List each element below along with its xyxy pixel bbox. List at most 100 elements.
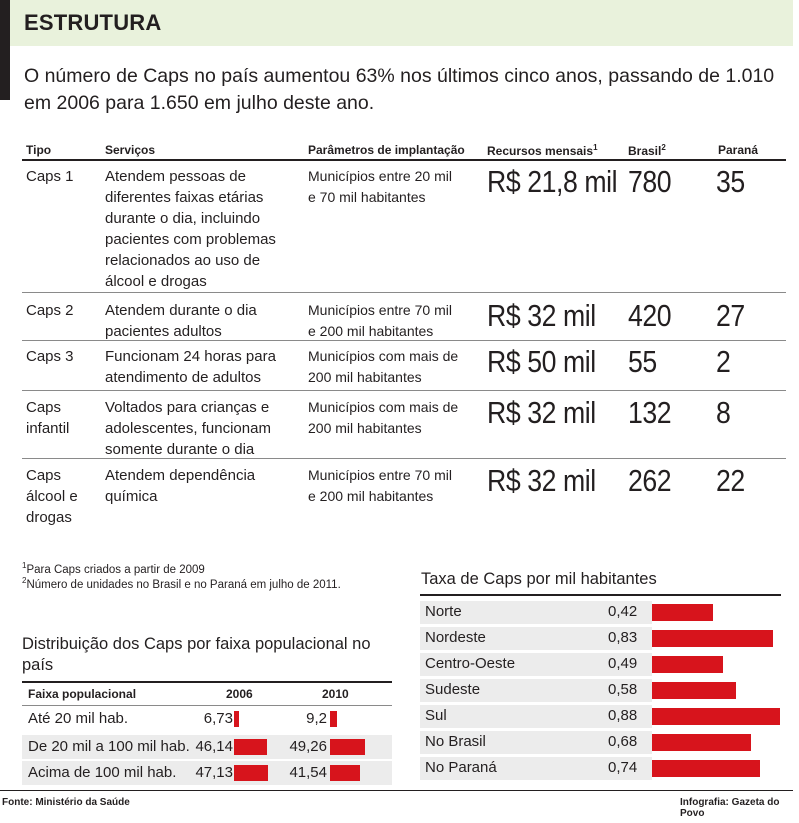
dist-category-label: Acima de 100 mil hab.: [28, 764, 177, 781]
row-type: Caps 1: [26, 168, 74, 185]
footnote-mark: 1: [22, 561, 27, 570]
table-row: No Brasil 0,68: [420, 731, 781, 754]
dist-value-2006: 46,14: [195, 738, 233, 755]
taxa-bar-track: [652, 731, 781, 754]
row-services: atendimento de adultos: [105, 369, 261, 386]
row-type: drogas: [26, 509, 72, 526]
row-type: Caps: [26, 467, 62, 484]
taxa-bar-track: [652, 757, 781, 780]
table-row: Centro-Oeste 0,49: [420, 653, 781, 676]
taxa-bar-track: [652, 601, 781, 624]
row-parameters: 200 mil habitantes: [308, 369, 422, 385]
row-parameters: Municípios entre 20 mil: [308, 168, 452, 184]
row-services: durante o dia, incluindo: [105, 210, 261, 227]
dist-chart-title: Distribuição dos Caps por faixa populaci…: [22, 635, 371, 674]
dist-bar-2010: [330, 739, 365, 755]
header-accent-bar: [0, 0, 10, 100]
row-resources: R$ 50 mil: [487, 344, 596, 379]
row-parana-count: 35: [716, 164, 745, 199]
credit-note: Infografia: Gazeta do Povo: [680, 797, 780, 819]
dist-series-header-2006: 2006: [226, 687, 253, 701]
dist-value-2006: 47,13: [195, 764, 233, 781]
dist-value-2006: 6,73: [203, 710, 233, 727]
row-brasil-count: 420: [628, 298, 672, 333]
col-header-recursos-label: Recursos mensais: [487, 144, 594, 158]
taxa-category-label: No Paraná: [425, 759, 497, 776]
row-type: Caps 3: [26, 348, 74, 365]
taxa-value: 0,68: [608, 733, 638, 750]
row-brasil-count: 132: [628, 395, 672, 430]
taxa-value: 0,88: [608, 707, 638, 724]
row-services: Atendem durante o dia: [105, 302, 257, 319]
row-type: infantil: [26, 420, 70, 437]
dist-bar-2010: [330, 765, 360, 781]
row-parameters: Municípios com mais de: [308, 348, 459, 364]
taxa-bar-track: [652, 627, 781, 650]
page-title: ESTRUTURA: [24, 10, 162, 35]
row-parameters: e 70 mil habitantes: [308, 189, 426, 205]
taxa-value: 0,49: [608, 655, 638, 672]
dist-bar-2006: [234, 765, 268, 781]
row-brasil-count: 55: [628, 344, 657, 379]
row-parana-count: 27: [716, 298, 745, 333]
dist-series-header-2010: 2010: [322, 687, 349, 701]
row-parameters: Municípios com mais de: [308, 399, 459, 415]
table-row: Sudeste 0,58: [420, 679, 781, 702]
row-services: pacientes adultos: [105, 323, 222, 340]
table-header-rule: [22, 159, 786, 161]
row-parameters: 200 mil habitantes: [308, 420, 422, 436]
taxa-category-label: Nordeste: [425, 629, 486, 646]
row-parameters: e 200 mil habitantes: [308, 323, 434, 339]
taxa-bar: [652, 682, 736, 699]
taxa-chart-title: Taxa de Caps por mil habitantes: [421, 570, 657, 588]
taxa-category-label: Sudeste: [425, 681, 481, 698]
row-type: álcool e: [26, 488, 78, 505]
footnote-mark: 2: [661, 143, 666, 152]
dist-category-label: Até 20 mil hab.: [28, 710, 129, 727]
dist-category-label: De 20 mil a 100 mil hab.: [28, 738, 190, 755]
footnote-text: Para Caps criados a partir de 2009: [26, 563, 205, 576]
taxa-category-label: Norte: [425, 603, 462, 620]
row-services: relacionados ao uso de: [105, 252, 261, 269]
taxa-bar: [652, 734, 751, 751]
table-row: Sul 0,88: [420, 705, 781, 728]
header-bar: [0, 0, 793, 46]
col-header-tipo: Tipo: [26, 143, 52, 157]
row-services: Funcionam 24 horas para: [105, 348, 276, 365]
row-resources: R$ 21,8 mil: [487, 164, 618, 199]
taxa-value: 0,74: [608, 759, 638, 776]
footnote-mark: 2: [22, 576, 27, 585]
dist-bar-2010: [330, 711, 337, 727]
footnote-1: 1Para Caps criados a partir de 2009: [22, 559, 205, 577]
dist-value-2010: 49,26: [289, 738, 327, 755]
taxa-title-rule: [420, 594, 781, 596]
row-services: Atendem pessoas de: [105, 168, 246, 185]
col-header-brasil: Brasil2: [628, 143, 666, 158]
row-parameters: Municípios entre 70 mil: [308, 467, 452, 483]
col-header-servicos: Serviços: [105, 143, 156, 157]
table-row: De 20 mil a 100 mil hab. 46,14 49,26: [22, 735, 392, 759]
taxa-category-label: No Brasil: [425, 733, 486, 750]
row-brasil-count: 780: [628, 164, 672, 199]
row-resources: R$ 32 mil: [487, 463, 596, 498]
dist-value-2010: 41,54: [289, 764, 327, 781]
taxa-bar: [652, 708, 780, 725]
row-services: adolescentes, funcionam: [105, 420, 271, 437]
col-header-brasil-label: Brasil: [628, 144, 662, 158]
row-services: química: [105, 488, 158, 505]
row-services: álcool e drogas: [105, 273, 207, 290]
row-brasil-count: 262: [628, 463, 672, 498]
row-resources: R$ 32 mil: [487, 298, 596, 333]
row-resources: R$ 32 mil: [487, 395, 596, 430]
dist-title-rule: [22, 681, 392, 683]
row-services: Atendem dependência: [105, 467, 256, 484]
col-header-recursos: Recursos mensais1: [487, 143, 598, 158]
row-divider: [22, 292, 786, 293]
taxa-value: 0,83: [608, 629, 638, 646]
row-parana-count: 8: [716, 395, 731, 430]
row-services: Voltados para crianças e: [105, 399, 270, 416]
row-type: Caps 2: [26, 302, 74, 319]
table-row: Acima de 100 mil hab. 47,13 41,54: [22, 761, 392, 785]
table-row: Nordeste 0,83: [420, 627, 781, 650]
source-note: Fonte: Ministério da Saúde: [2, 797, 130, 808]
